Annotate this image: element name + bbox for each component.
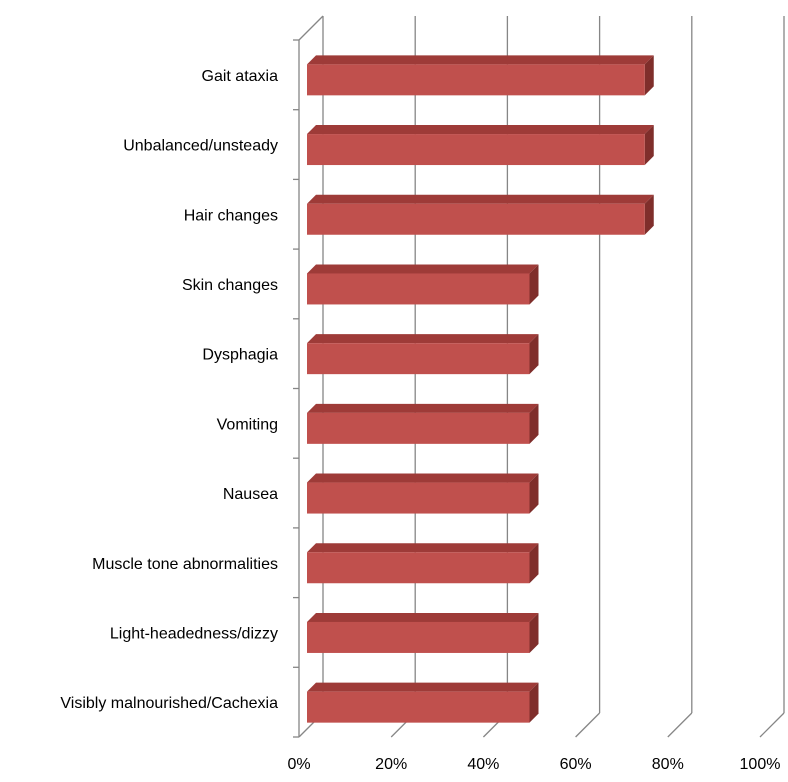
bar-side-face bbox=[644, 125, 654, 166]
floor-gridline bbox=[759, 712, 785, 738]
bar bbox=[307, 194, 654, 235]
bar-front-face bbox=[307, 203, 645, 235]
bar-front-face bbox=[307, 64, 645, 96]
bar-side-face bbox=[529, 403, 539, 444]
bar bbox=[307, 682, 539, 723]
bar-top-face bbox=[307, 125, 654, 135]
x-tick-label: 60% bbox=[560, 756, 592, 773]
bar-front-face bbox=[307, 621, 530, 653]
category-label: Muscle tone abnormalities bbox=[92, 556, 278, 573]
category-label: Light-headedness/dizzy bbox=[110, 625, 278, 642]
x-tick-label: 80% bbox=[652, 756, 684, 773]
category-label: Nausea bbox=[223, 486, 278, 503]
bar-top-face bbox=[307, 543, 539, 553]
x-tick-label: 40% bbox=[467, 756, 499, 773]
bar-top-face bbox=[307, 264, 539, 274]
bar-front-face bbox=[307, 482, 530, 514]
bar-front-face bbox=[307, 412, 530, 444]
floor-gridline bbox=[575, 712, 601, 738]
bar-side-face bbox=[529, 334, 539, 375]
category-label: Vomiting bbox=[217, 416, 278, 433]
x-tick-label: 20% bbox=[375, 756, 407, 773]
category-label: Skin changes bbox=[182, 277, 278, 294]
category-labels: Gait ataxia Unbalanced/unsteady Hair chang… bbox=[60, 68, 278, 712]
bars bbox=[307, 55, 654, 723]
bar-side-face bbox=[529, 682, 539, 723]
bar bbox=[307, 125, 654, 166]
floor-gridline bbox=[667, 712, 693, 738]
bar-front-face bbox=[307, 273, 530, 305]
bar-top-face bbox=[307, 55, 654, 65]
bar-top-face bbox=[307, 334, 539, 344]
x-tick-label: 0% bbox=[287, 756, 310, 773]
side-wall-top-edge bbox=[298, 15, 324, 41]
bar-top-face bbox=[307, 473, 539, 483]
bar-front-face bbox=[307, 691, 530, 723]
bar-front-face bbox=[307, 343, 530, 375]
bar bbox=[307, 264, 539, 305]
bar-side-face bbox=[529, 612, 539, 653]
bar-side-face bbox=[529, 543, 539, 584]
bar bbox=[307, 543, 539, 584]
category-label: Dysphagia bbox=[202, 347, 278, 364]
bar bbox=[307, 334, 539, 375]
bar-side-face bbox=[644, 55, 654, 96]
bar-side-face bbox=[529, 473, 539, 514]
category-label: Hair changes bbox=[184, 207, 278, 224]
bar bbox=[307, 55, 654, 96]
bar-side-face bbox=[529, 264, 539, 305]
category-label: Gait ataxia bbox=[202, 68, 279, 85]
category-label: Unbalanced/unsteady bbox=[123, 138, 278, 155]
bar-top-face bbox=[307, 403, 539, 413]
x-tick-labels: 0% 20% 40% 60% 80% 100% bbox=[287, 756, 780, 773]
bar bbox=[307, 403, 539, 444]
bar-front-face bbox=[307, 552, 530, 584]
x-tick-label: 100% bbox=[740, 756, 781, 773]
bar-top-face bbox=[307, 612, 539, 622]
bar bbox=[307, 612, 539, 653]
bar-front-face bbox=[307, 134, 645, 166]
bar-top-face bbox=[307, 194, 654, 204]
bar-top-face bbox=[307, 682, 539, 692]
bar bbox=[307, 473, 539, 514]
bar-side-face bbox=[644, 194, 654, 235]
category-label: Visibly malnourished/Cachexia bbox=[60, 695, 278, 712]
